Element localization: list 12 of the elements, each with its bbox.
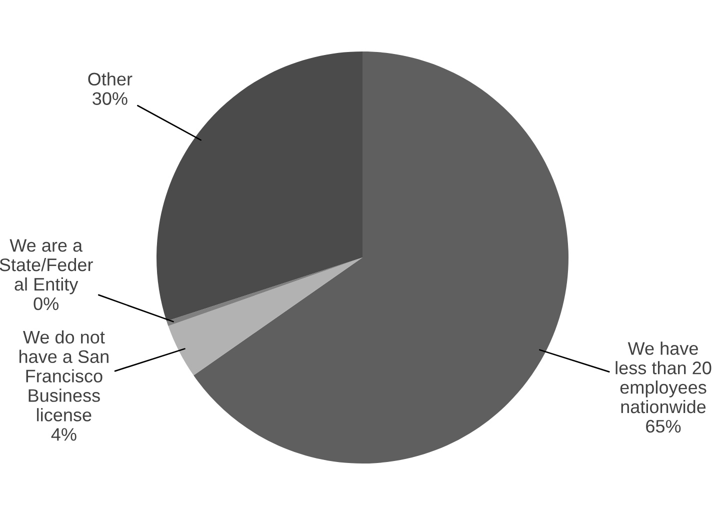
data-label: 65% [646, 420, 681, 433]
pie-slice [194, 52, 568, 464]
data-label: 0% [34, 297, 58, 310]
pie-slice [156, 52, 362, 322]
slice-label: We have less than 20 employees nationwide [616, 342, 712, 414]
pie-slice [166, 258, 362, 326]
data-label: 4% [51, 428, 76, 441]
slice-label: We do not have a San Francisco Business license [20, 330, 108, 422]
slice-label: We are a State/Feder al Entity [0, 239, 93, 294]
slice-label: Other [88, 72, 132, 86]
pie-slice [168, 258, 362, 376]
data-label: 30% [92, 92, 128, 105]
